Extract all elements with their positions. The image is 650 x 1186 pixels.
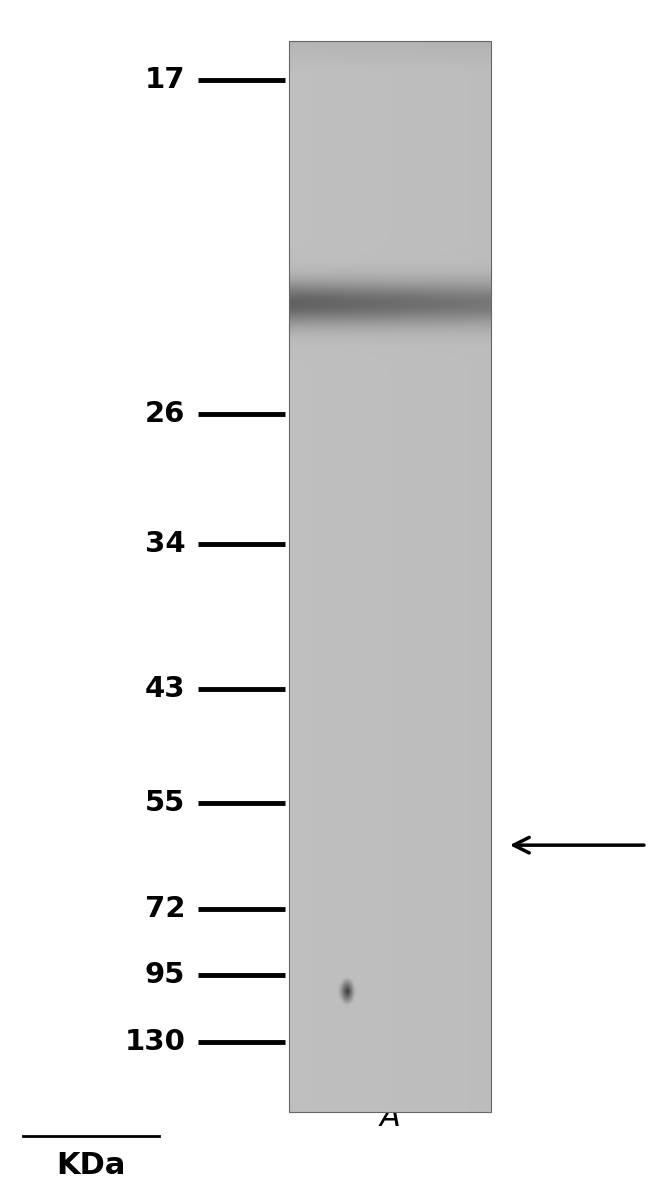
Text: 43: 43 bbox=[144, 675, 185, 702]
Text: 95: 95 bbox=[145, 961, 185, 989]
Text: 55: 55 bbox=[145, 789, 185, 817]
Text: 34: 34 bbox=[144, 530, 185, 557]
Text: 26: 26 bbox=[145, 401, 185, 428]
Text: A: A bbox=[380, 1103, 400, 1133]
Text: 72: 72 bbox=[145, 894, 185, 923]
Bar bbox=[289, 42, 491, 1112]
Text: 17: 17 bbox=[144, 66, 185, 94]
Text: 130: 130 bbox=[124, 1028, 185, 1056]
Text: KDa: KDa bbox=[57, 1152, 125, 1180]
